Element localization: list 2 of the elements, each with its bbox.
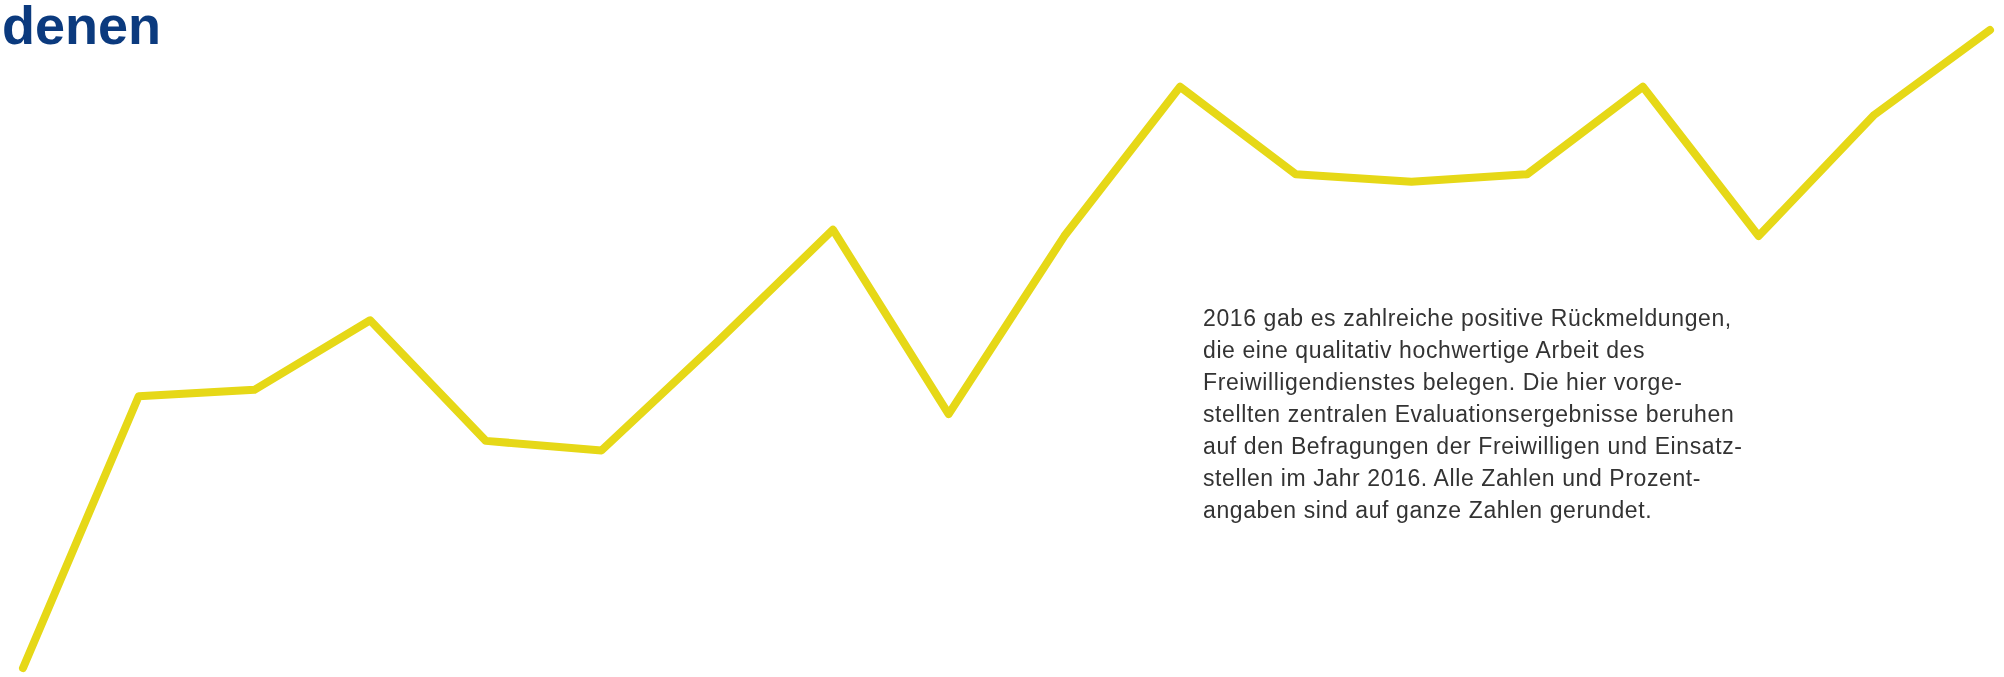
annotation: 2016 gab es zahlreiche positive Rückmeldungen, die eine qualitativ hochwertige Arbeit des Freiwilligendienstes belegen. Die hier vorge- stellten zentralen Evaluationsergebnisse beruhen auf den Befragungen der Freiwilligen und Einsatz- stellen im Jahr 2016. Alle Zahlen und Prozent- angaben sind auf ganze Zahlen gerundet.	[1203, 305, 1743, 523]
chart-title: denen	[2, 0, 162, 55]
